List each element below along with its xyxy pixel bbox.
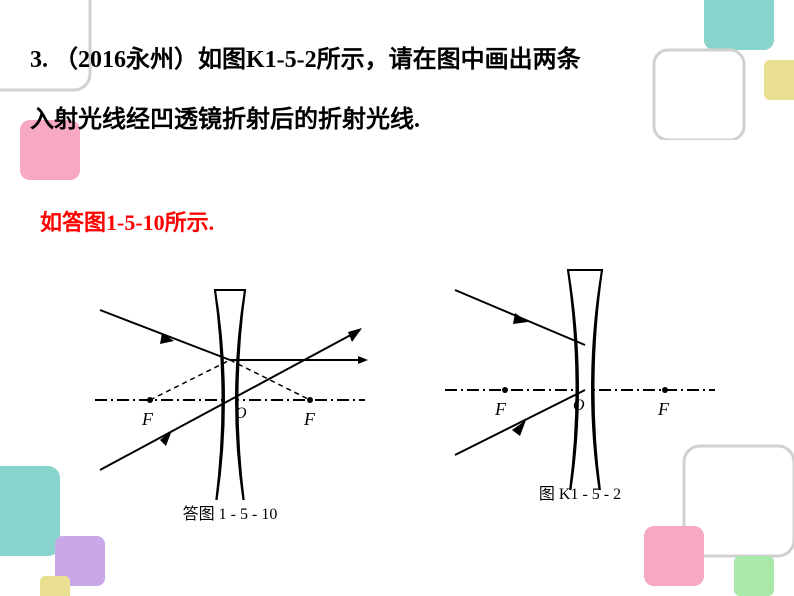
answer-text: 如答图1-5-10所示. (40, 205, 214, 237)
question-block: 3. （2016永州）如图K1-5-2所示，请在图中画出两条 入射光线经凹透镜折… (30, 30, 754, 150)
svg-text:F: F (494, 399, 507, 419)
question-text-1: 如图K1-5-2所示，请在图中画出两条 (198, 47, 581, 73)
answer-diagram: F F O 答图 1 - 5 - 10 (90, 260, 370, 520)
question-source-close: ） (174, 47, 198, 73)
svg-text:F: F (657, 399, 670, 419)
question-year: 2016 (78, 47, 126, 73)
svg-text:O: O (235, 405, 247, 422)
question-number: 3. (30, 47, 48, 73)
svg-text:F: F (141, 409, 154, 429)
svg-text:O: O (573, 397, 585, 414)
answer-diagram-caption: 答图 1 - 5 - 10 (90, 500, 370, 524)
question-diagram-caption: 图 K1 - 5 - 2 (440, 480, 720, 504)
question-source-open: （ (54, 47, 78, 73)
question-text-2: 入射光线经凹透镜折射后的折射光线. (30, 107, 420, 133)
question-diagram: F F O 图 K1 - 5 - 2 (440, 250, 720, 510)
svg-text:F: F (303, 409, 316, 429)
question-place: 永州 (126, 47, 174, 73)
